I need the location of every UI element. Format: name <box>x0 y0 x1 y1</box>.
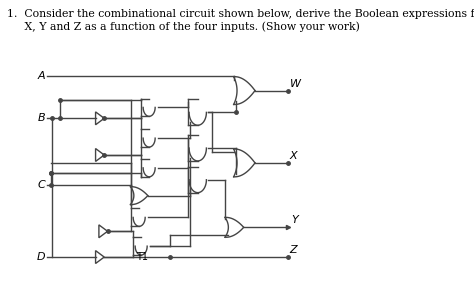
Text: 1.  Consider the combinational circuit shown below, derive the Boolean expressio: 1. Consider the combinational circuit sh… <box>7 9 474 19</box>
Text: Z: Z <box>290 245 297 255</box>
Text: Y: Y <box>291 215 298 225</box>
Text: T1: T1 <box>137 252 148 262</box>
Text: X, Y and Z as a function of the four inputs. (Show your work): X, Y and Z as a function of the four inp… <box>7 21 360 32</box>
Text: A: A <box>38 71 46 81</box>
Text: W: W <box>290 79 301 89</box>
Text: D: D <box>36 252 46 262</box>
Text: B: B <box>38 113 46 123</box>
Text: X: X <box>290 151 297 161</box>
Text: C: C <box>37 180 46 190</box>
